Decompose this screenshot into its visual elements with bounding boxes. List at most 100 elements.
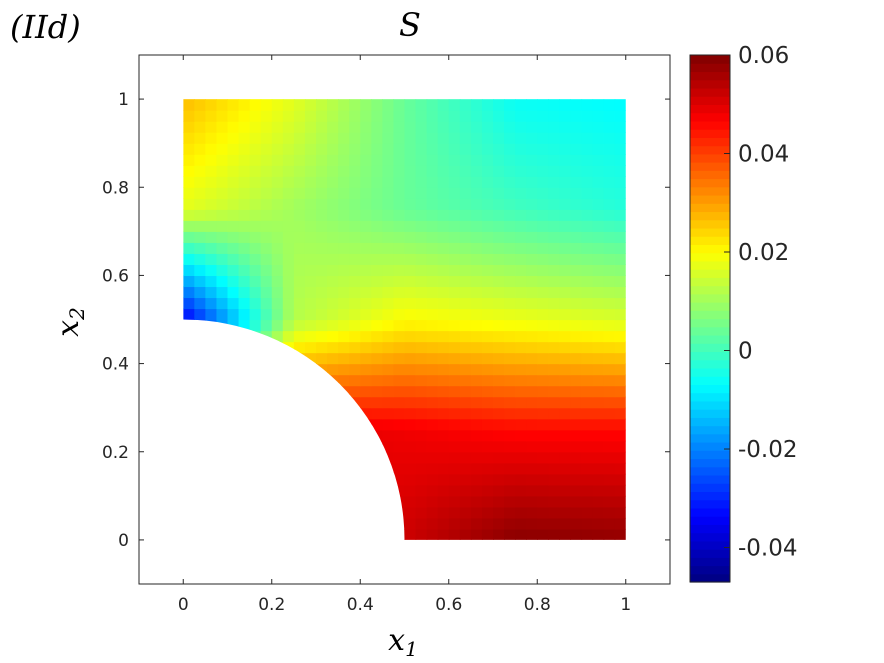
heatmap-cell xyxy=(548,209,560,221)
heatmap-cell xyxy=(404,451,417,464)
heatmap-cell xyxy=(559,385,572,398)
heatmap-cell xyxy=(548,154,560,166)
x-axis-ticks: 0 0.2 0.4 0.6 0.8 1 xyxy=(178,55,631,615)
heatmap-cell xyxy=(515,110,527,122)
heatmap-cell xyxy=(371,374,383,387)
heatmap-cell xyxy=(537,396,549,409)
heatmap-cell xyxy=(515,242,527,254)
heatmap-cell xyxy=(426,319,439,332)
heatmap-cell xyxy=(548,319,560,332)
heatmap-cell xyxy=(559,275,572,288)
heatmap-cell xyxy=(260,99,273,111)
heatmap-cell xyxy=(426,143,439,155)
heatmap-cell xyxy=(194,165,206,177)
heatmap-cell xyxy=(404,506,417,519)
heatmap-cell xyxy=(382,165,395,177)
heatmap-cell xyxy=(415,264,428,277)
heatmap-cell xyxy=(448,385,461,398)
colorbar-segment xyxy=(690,499,730,509)
colorbar-segment xyxy=(690,367,730,377)
heatmap-cell xyxy=(360,121,372,133)
heatmap-cell xyxy=(404,132,417,144)
heatmap-cell xyxy=(205,297,218,310)
heatmap-cell xyxy=(537,121,549,133)
heatmap-cell xyxy=(537,154,549,166)
heatmap-cell xyxy=(493,231,505,243)
heatmap-cell xyxy=(493,451,505,464)
heatmap-cell xyxy=(526,462,538,475)
heatmap-cell xyxy=(426,264,439,277)
heatmap-cell xyxy=(271,99,284,111)
heatmap-cell xyxy=(581,198,594,210)
heatmap-cell xyxy=(371,407,383,420)
heatmap-cell xyxy=(459,363,472,376)
heatmap-cell xyxy=(614,440,626,453)
heatmap-cell xyxy=(293,99,306,111)
heatmap-cell xyxy=(271,154,284,166)
heatmap-cell xyxy=(415,121,428,133)
heatmap-cell xyxy=(327,187,339,199)
heatmap-cell xyxy=(393,319,406,332)
heatmap-cell xyxy=(548,473,560,486)
heatmap-cell xyxy=(603,242,616,254)
x-tick-label: 0 xyxy=(178,595,189,615)
heatmap-cell xyxy=(592,451,605,464)
heatmap-cell xyxy=(382,209,395,221)
heatmap-cell xyxy=(515,253,527,265)
heatmap-cell xyxy=(515,165,527,177)
heatmap-cell xyxy=(316,132,328,144)
heatmap-cell xyxy=(205,99,218,111)
heatmap-cell xyxy=(592,132,605,144)
heatmap-cell xyxy=(614,407,626,420)
heatmap-cell xyxy=(415,451,428,464)
heatmap-cell xyxy=(614,187,626,199)
heatmap-cell xyxy=(238,132,251,144)
heatmap-cell xyxy=(316,275,328,288)
heatmap-cell xyxy=(504,407,516,420)
heatmap-cell xyxy=(614,297,626,310)
heatmap-cell xyxy=(371,110,383,122)
heatmap-cell xyxy=(592,165,605,177)
heatmap-cell xyxy=(426,506,439,519)
heatmap-cell xyxy=(614,286,626,299)
heatmap-cell xyxy=(504,209,516,221)
heatmap-cell xyxy=(271,330,284,343)
heatmap-cell xyxy=(581,143,594,155)
heatmap-cell xyxy=(349,275,361,288)
heatmap-cell xyxy=(338,176,350,188)
heatmap-cell xyxy=(260,275,273,288)
heatmap-cell xyxy=(493,440,505,453)
heatmap-cell xyxy=(603,517,616,530)
heatmap-cell xyxy=(537,517,549,530)
heatmap-cell xyxy=(592,143,605,155)
heatmap-cell xyxy=(393,242,406,254)
heatmap-cell xyxy=(194,231,206,243)
heatmap-cell xyxy=(515,121,527,133)
heatmap-cell xyxy=(603,99,616,111)
heatmap-cell xyxy=(404,253,417,265)
heatmap-cell xyxy=(515,198,527,210)
heatmap-cell xyxy=(493,506,505,519)
y-tick-label: 1 xyxy=(118,90,129,110)
heatmap-cell xyxy=(227,308,240,321)
heatmap-cell xyxy=(592,187,605,199)
heatmap-cell xyxy=(415,396,428,409)
heatmap-cell xyxy=(581,275,594,288)
heatmap-cell xyxy=(194,132,206,144)
heatmap-cell xyxy=(459,264,472,277)
heatmap-cell xyxy=(393,396,406,409)
heatmap-cell xyxy=(603,374,616,387)
heatmap-cell xyxy=(415,275,428,288)
heatmap-cell xyxy=(515,484,527,497)
heatmap-cell xyxy=(426,154,439,166)
heatmap-cell xyxy=(504,429,516,442)
heatmap-cell xyxy=(481,297,494,310)
heatmap-cell xyxy=(393,99,406,111)
heatmap-cell xyxy=(371,231,383,243)
heatmap-cell xyxy=(393,341,406,354)
heatmap-cell xyxy=(437,495,450,508)
heatmap-cell xyxy=(293,209,306,221)
heatmap-cell xyxy=(349,198,361,210)
heatmap-cell xyxy=(183,209,195,221)
heatmap-cell xyxy=(338,253,350,265)
